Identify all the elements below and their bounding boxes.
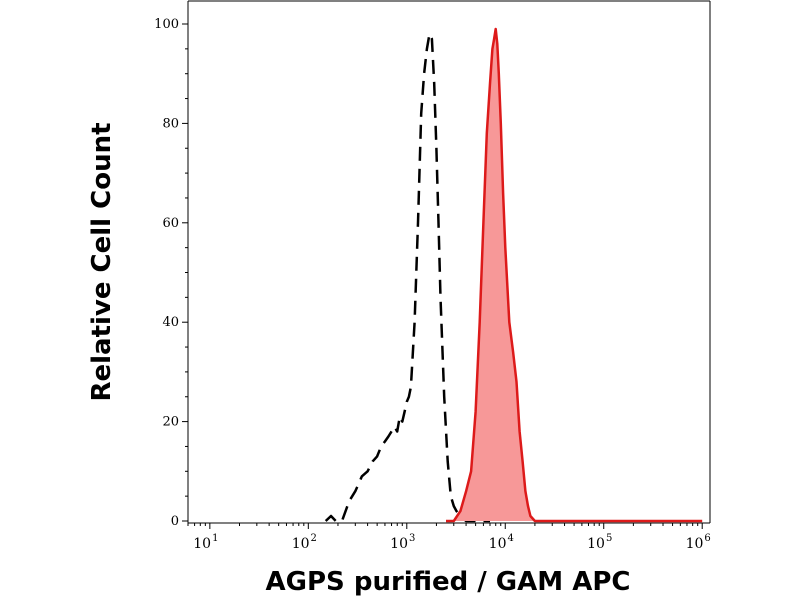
axes-layer xyxy=(187,0,711,524)
series-0-line xyxy=(324,32,490,523)
y-tick-label: 80 xyxy=(162,116,179,131)
x-axis-label: AGPS purified / GAM APC xyxy=(265,567,631,597)
x-tick-label: 101 xyxy=(193,533,218,552)
x-tick-label: 104 xyxy=(489,533,514,552)
x-tick-label: 103 xyxy=(390,533,415,552)
series-1-area xyxy=(446,29,703,521)
y-tick-label: 20 xyxy=(162,415,179,430)
y-tick-label: 100 xyxy=(154,17,179,32)
series-1-line xyxy=(446,27,703,523)
x-tick-label: 106 xyxy=(686,533,711,552)
x-tick-label: 102 xyxy=(292,533,317,552)
series-layer xyxy=(324,27,703,523)
y-tick-label: 60 xyxy=(162,216,179,231)
ticks-layer: 0 20 40 60 80 100 101 102 103 104 105 106 xyxy=(154,17,711,552)
y-axis-label: Relative Cell Count xyxy=(87,122,117,402)
y-tick-label: 40 xyxy=(162,315,179,330)
y-tick-label: 0 xyxy=(171,514,179,529)
x-tick-label: 105 xyxy=(587,533,612,552)
